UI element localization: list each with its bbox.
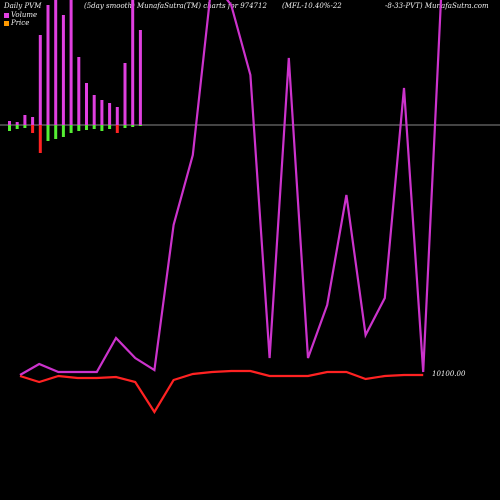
change-bar — [123, 125, 127, 128]
volume-bar — [23, 115, 27, 125]
legend-volume-swatch — [4, 12, 9, 18]
volume-bar — [138, 30, 142, 125]
legend-volume: Volume — [4, 11, 37, 19]
header-site: -8-33-PVT) MunafaSutra.com — [385, 2, 489, 10]
change-bar — [61, 125, 65, 137]
header-title: (5day smooth) MunafaSutra(TM) charts for… — [84, 2, 267, 10]
volume-bar — [38, 35, 42, 125]
change-bar — [138, 125, 142, 126]
legend-price-label: Price — [11, 19, 30, 27]
volume-bar — [115, 107, 119, 125]
legend: Volume Price — [4, 11, 37, 27]
change-bar — [77, 125, 81, 131]
change-bar — [115, 125, 119, 133]
volume-bar — [54, 0, 58, 125]
change-bar — [38, 125, 42, 153]
volume-bar — [69, 0, 73, 125]
change-bar — [15, 125, 19, 129]
header-left: Daily PVM — [4, 2, 42, 10]
volume-bar — [92, 95, 96, 125]
change-bar — [131, 125, 135, 127]
legend-price: Price — [4, 19, 37, 27]
price-label: 10100.00 — [432, 370, 466, 378]
legend-volume-label: Volume — [11, 11, 38, 19]
volume-bar — [108, 103, 112, 125]
volume-bar — [100, 100, 104, 125]
change-bar — [23, 125, 27, 128]
volume-bar — [131, 0, 135, 125]
change-bar — [54, 125, 58, 139]
change-bar — [69, 125, 73, 133]
change-bar — [8, 125, 11, 131]
pvm-line — [19, 0, 443, 376]
header-symbol: (MFL-10.40%-22 — [282, 2, 342, 10]
legend-price-swatch — [4, 20, 9, 26]
volume-bar — [46, 5, 50, 125]
volume-bar — [61, 15, 65, 125]
volume-bar — [15, 122, 19, 125]
volume-bar — [77, 57, 81, 125]
change-bar — [100, 125, 104, 131]
change-bar — [92, 125, 96, 129]
price-line — [19, 369, 424, 415]
change-bar — [31, 125, 35, 133]
volume-bar — [8, 121, 11, 125]
change-bar — [46, 125, 50, 141]
change-bar — [108, 125, 112, 129]
change-bar — [85, 125, 88, 130]
volume-bar — [85, 83, 88, 125]
volume-bar — [31, 117, 35, 125]
volume-bar — [123, 63, 127, 125]
